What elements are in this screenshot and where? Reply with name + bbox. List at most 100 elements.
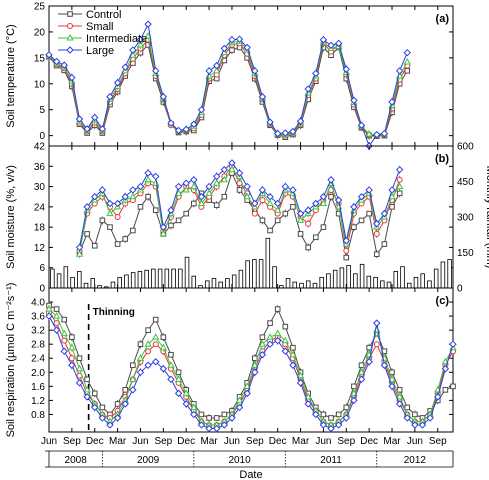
control-marker xyxy=(351,224,357,230)
control-marker xyxy=(84,376,90,383)
rainfall-bar xyxy=(292,281,298,289)
large-marker xyxy=(281,129,290,137)
legend-label: Control xyxy=(86,9,121,21)
large-marker xyxy=(342,236,350,245)
y-tick-label: 3.2 xyxy=(31,326,45,337)
large-marker xyxy=(190,410,198,419)
large-marker xyxy=(373,130,381,139)
rainfall-bar xyxy=(204,280,210,289)
large-marker xyxy=(75,115,84,123)
rainfall-bar xyxy=(191,275,197,289)
x-month-label: Jun xyxy=(224,436,240,447)
control-marker xyxy=(76,355,83,362)
large-marker xyxy=(91,403,99,412)
y-tick-label: 6 xyxy=(39,263,45,274)
large-marker xyxy=(312,410,320,419)
series-line xyxy=(48,43,408,138)
large-marker xyxy=(266,118,274,126)
large-marker xyxy=(296,117,305,125)
y-tick-label: 0 xyxy=(39,131,45,142)
large-marker xyxy=(190,120,198,128)
large-marker xyxy=(220,421,229,429)
control-marker xyxy=(168,222,174,229)
intermediate-marker xyxy=(220,175,228,183)
large-marker xyxy=(334,39,343,48)
control-marker xyxy=(450,383,456,390)
intermediate-marker xyxy=(243,382,251,389)
large-marker xyxy=(129,386,137,394)
intermediate-marker xyxy=(251,361,259,368)
y-tick-label: 18 xyxy=(34,223,46,234)
panel-frame xyxy=(48,145,454,289)
control-marker xyxy=(328,415,334,421)
x-month-label: Sep xyxy=(63,436,81,447)
small-marker xyxy=(259,197,266,204)
panel-0: 0 5 10 15 20 25 (a) Soil temperature (°C) xyxy=(5,2,454,150)
control-marker xyxy=(99,404,106,411)
large-marker xyxy=(106,93,114,101)
large-marker xyxy=(304,206,312,214)
x-month-label: Sep xyxy=(337,436,355,447)
large-marker xyxy=(136,368,145,377)
intermediate-marker xyxy=(129,192,137,200)
large-marker xyxy=(212,424,221,433)
rainfall-bar xyxy=(231,274,237,289)
rainfall-bar xyxy=(117,276,122,289)
intermediate-marker xyxy=(197,199,206,206)
control-marker xyxy=(114,401,121,407)
x-month-label: Dec xyxy=(177,436,195,447)
control-marker xyxy=(91,242,98,249)
rainfall-bar xyxy=(339,267,345,289)
control-marker xyxy=(91,390,98,397)
large-marker xyxy=(304,400,312,408)
intermediate-marker xyxy=(83,385,91,393)
large-marker xyxy=(91,113,99,122)
large-marker xyxy=(106,421,114,429)
large-marker xyxy=(75,379,84,387)
large-marker xyxy=(273,129,282,138)
large-marker xyxy=(319,421,328,429)
x-month-label: Sep xyxy=(429,436,447,447)
y-tick-label: 5 xyxy=(39,105,45,116)
large-marker xyxy=(144,169,152,177)
large-marker xyxy=(121,400,129,408)
y-tick-label: 36 xyxy=(34,162,46,173)
control-marker xyxy=(297,231,304,237)
large-marker xyxy=(197,193,206,201)
control-marker xyxy=(130,227,136,234)
y-tick-label: 25 xyxy=(34,2,46,13)
rainfall-bar xyxy=(70,276,75,289)
large-marker xyxy=(373,220,381,228)
intermediate-marker xyxy=(266,333,274,340)
rainfall-bar xyxy=(124,274,129,289)
large-marker xyxy=(113,414,122,422)
control-marker xyxy=(114,241,121,247)
intermediate-marker xyxy=(152,179,160,186)
small-marker xyxy=(373,341,380,348)
large-marker xyxy=(243,389,251,398)
control-marker xyxy=(221,411,228,418)
large-marker xyxy=(304,85,312,93)
intermediate-marker xyxy=(274,329,282,337)
control-marker xyxy=(328,193,334,200)
x-month-label: Dec xyxy=(360,436,378,447)
control-marker xyxy=(137,341,144,347)
y-tick-label: 1.2 xyxy=(31,396,45,407)
y-tick-label: 30 xyxy=(34,182,46,193)
large-marker xyxy=(152,358,160,366)
control-marker xyxy=(130,362,136,369)
intermediate-marker xyxy=(403,57,411,65)
large-marker xyxy=(289,186,297,194)
large-marker xyxy=(45,51,53,59)
large-marker xyxy=(136,182,145,191)
large-marker xyxy=(258,186,267,194)
rainfall-bar xyxy=(420,273,425,289)
intermediate-marker xyxy=(159,229,167,237)
large-marker xyxy=(350,96,358,105)
y-tick-label: 2.4 xyxy=(31,354,45,365)
rainfall-bar xyxy=(184,256,190,289)
control-marker xyxy=(282,210,289,217)
panel-letter: (a) xyxy=(436,13,450,25)
intermediate-marker xyxy=(289,350,297,358)
y-tick-label: 2.8 xyxy=(31,340,45,351)
